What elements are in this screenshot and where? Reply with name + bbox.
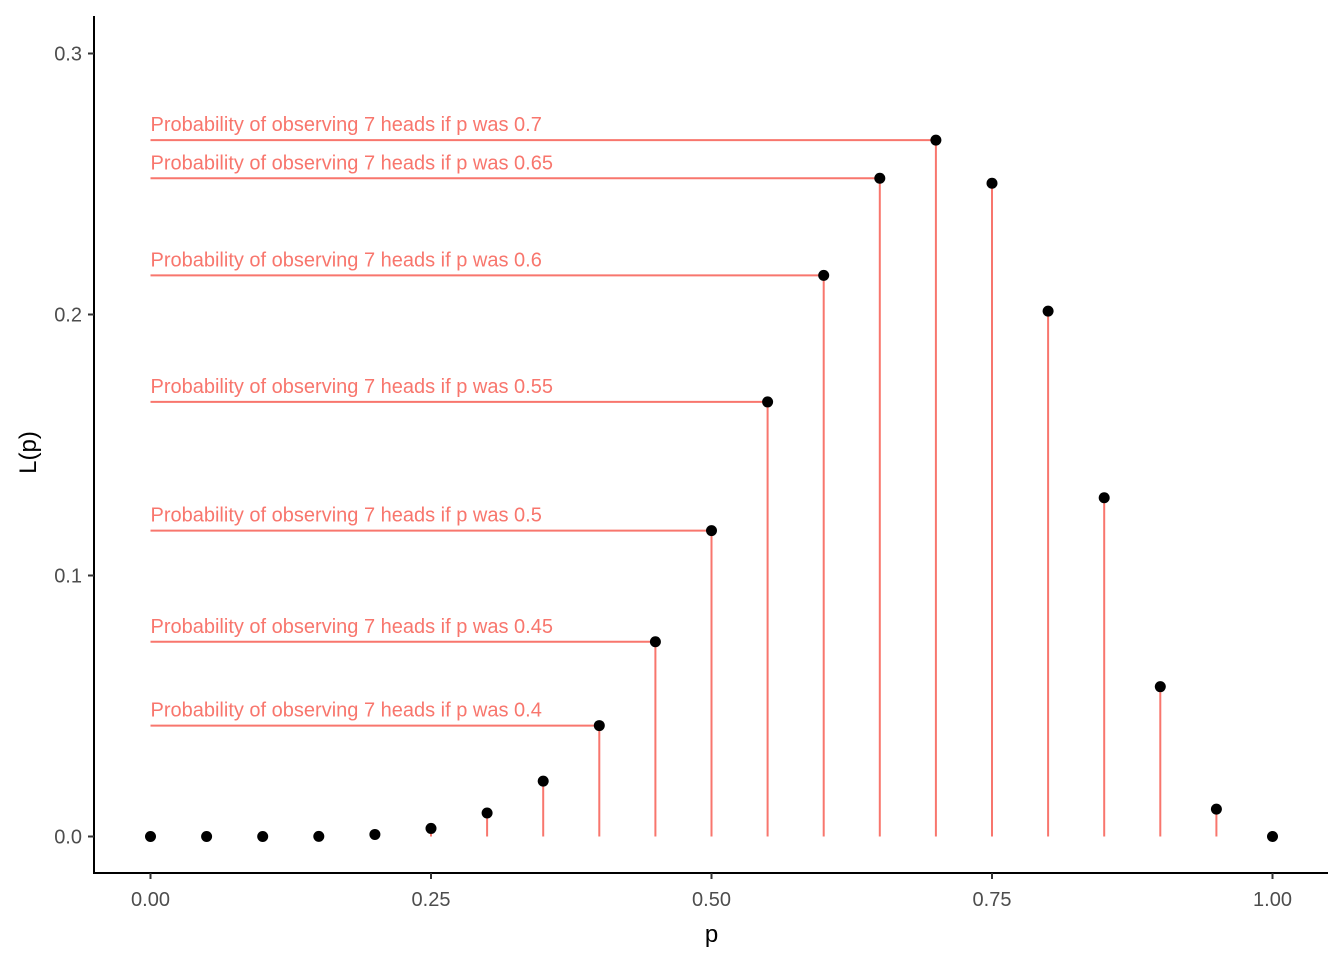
x-tick-label: 1.00 — [1253, 889, 1292, 911]
data-point — [649, 636, 661, 648]
x-tick-label: 0.25 — [412, 889, 451, 911]
data-point — [1042, 305, 1054, 317]
data-point — [537, 775, 549, 787]
data-point — [706, 525, 717, 537]
points-layer — [145, 134, 1278, 842]
x-axis-title: p — [705, 921, 718, 948]
y-ticks: 0.0 0.1 0.2 0.3 — [54, 44, 94, 849]
y-tick-label: 0.2 — [54, 305, 82, 327]
x-tick-label: 0.75 — [973, 889, 1012, 911]
data-point — [481, 807, 493, 819]
annotation-label: Probability of observing 7 heads if p wa… — [151, 152, 553, 174]
data-point — [874, 172, 886, 184]
data-point — [369, 828, 381, 840]
segments-layer — [430, 140, 1218, 837]
data-point — [425, 822, 437, 834]
data-point — [1210, 803, 1222, 815]
data-point — [1098, 492, 1110, 504]
annotations-layer: Probability of observing 7 heads if p wa… — [150, 114, 936, 727]
annotation-label: Probability of observing 7 heads if p wa… — [151, 505, 542, 527]
x-tick-label: 0.00 — [131, 889, 170, 911]
x-tick-label: 0.50 — [692, 889, 731, 911]
data-point — [145, 831, 156, 842]
annotation-label: Probability of observing 7 heads if p wa… — [151, 376, 553, 398]
data-point — [1267, 831, 1278, 842]
data-point — [257, 830, 269, 842]
annotation-label: Probability of observing 7 heads if p wa… — [151, 700, 542, 722]
data-point — [313, 830, 325, 842]
data-point — [593, 720, 605, 732]
data-point — [986, 177, 998, 189]
y-tick-label: 0.0 — [54, 827, 82, 849]
data-point — [201, 830, 213, 842]
data-point — [930, 134, 942, 146]
x-ticks: 0.00 0.25 0.50 0.75 1.00 — [131, 873, 1292, 911]
annotation-label: Probability of observing 7 heads if p wa… — [151, 114, 542, 136]
y-tick-label: 0.1 — [54, 566, 82, 588]
annotation-label: Probability of observing 7 heads if p wa… — [151, 249, 542, 271]
data-point — [1154, 681, 1166, 693]
axes-layer: 0.00 0.25 0.50 0.75 1.00 0.0 0.1 0.2 0.3 p L(p) — [15, 16, 1328, 948]
y-axis-title: L(p) — [15, 431, 42, 474]
y-tick-label: 0.3 — [54, 44, 82, 66]
data-point — [762, 396, 774, 408]
data-point — [818, 269, 830, 281]
annotation-label: Probability of observing 7 heads if p wa… — [151, 616, 553, 638]
